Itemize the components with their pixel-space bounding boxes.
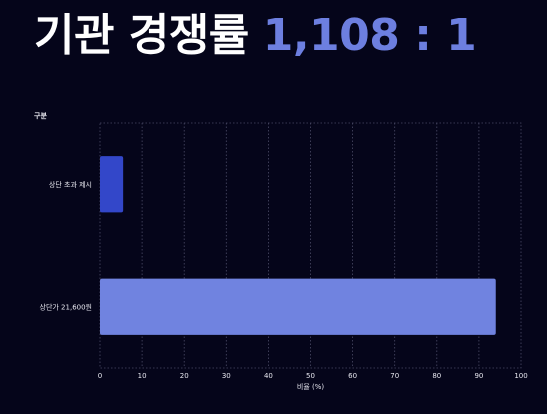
bar [100,156,124,213]
x-tick-label: 70 [390,372,399,380]
x-tick-label: 80 [432,372,441,380]
x-tick-labels: 0 10 20 30 40 50 60 70 80 90 100 [98,372,528,380]
x-tick-label: 60 [348,372,357,380]
x-tick-label: 40 [264,372,273,380]
category-axis-label: 구분 [34,111,47,120]
x-axis-label: 비율 (%) [297,382,324,391]
category-label: 상단 초과 제시 [49,180,92,189]
x-tick-label: 20 [180,372,189,380]
x-tick-label: 50 [306,372,315,380]
x-tick-label: 0 [98,372,102,380]
x-tick-label: 100 [514,372,527,380]
x-tick-label: 30 [222,372,231,380]
page-title: 기관 경쟁률 1,108 : 1 [34,8,477,64]
bars [100,156,496,335]
competition-ratio-value: 1,108 : 1 [262,10,477,61]
category-label: 상단가 21,600원 [40,302,92,311]
bar [100,278,496,335]
x-tick-label: 90 [474,372,483,380]
title-text: 기관 경쟁률 [34,10,249,61]
x-tick-label: 10 [138,372,147,380]
